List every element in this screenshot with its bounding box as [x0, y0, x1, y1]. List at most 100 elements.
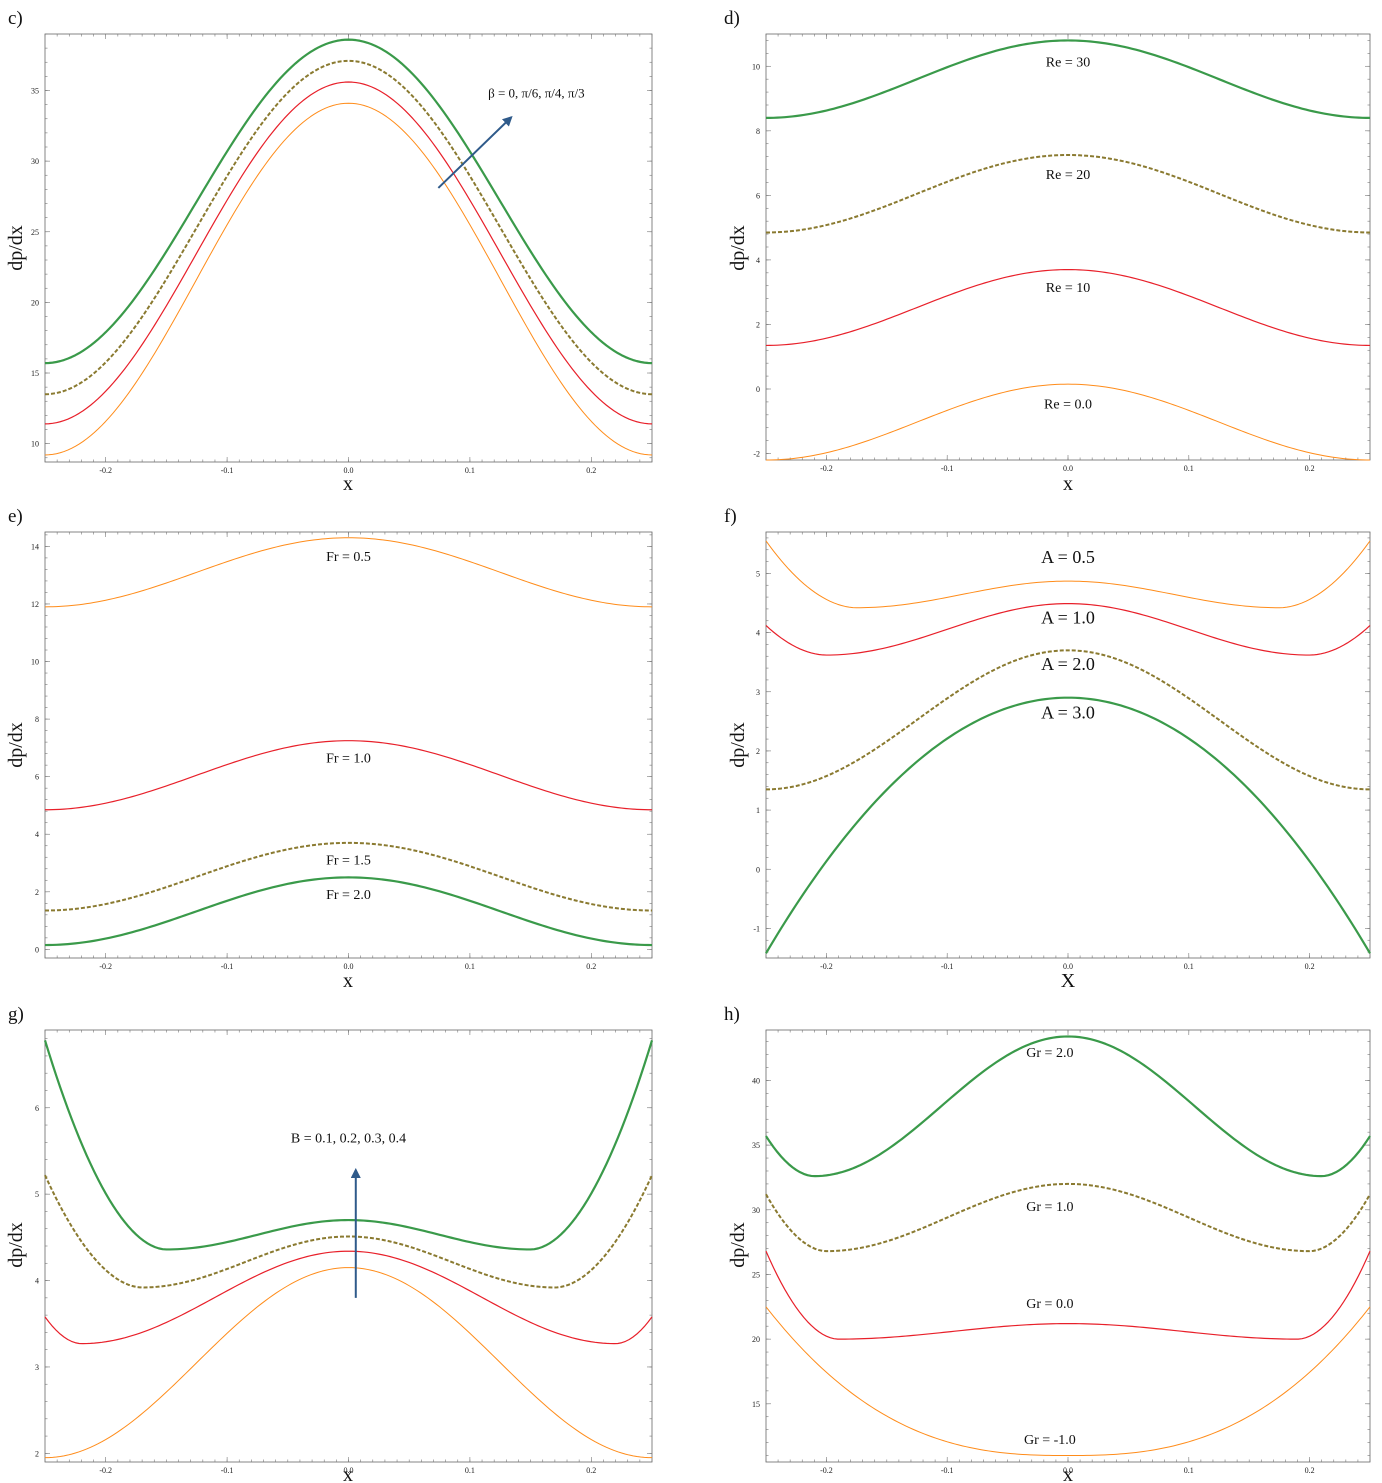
- x-tick-label: 0.1: [465, 1466, 475, 1475]
- x-tick-label: -0.2: [99, 962, 112, 971]
- y-axis-label: dp/dx: [5, 225, 27, 271]
- y-tick-label: 1: [756, 806, 760, 815]
- y-axis-label: dp/dx: [727, 225, 749, 271]
- curve-annotation: B = 0.1, 0.2, 0.3, 0.4: [291, 1131, 406, 1146]
- series-line-olive: [44, 841, 653, 912]
- curve-annotation: Gr = -1.0: [1024, 1433, 1076, 1448]
- chart-panel-3: -0.2 -0.1 0.0 0.1 0.2 0 2 4 6 8 10 12 14 Fr = 0.5 Fr =…: [5, 506, 653, 992]
- x-tick-label: -0.1: [221, 962, 234, 971]
- x-tick-label: 0.1: [465, 962, 475, 971]
- series-line-red: [765, 268, 1371, 347]
- x-tick-label: -0.1: [941, 962, 954, 971]
- y-tick-label: 4: [35, 1277, 39, 1286]
- x-tick-label: 0.1: [1184, 464, 1194, 473]
- y-tick-label: 6: [35, 773, 39, 782]
- chart-panel-5: -0.2 -0.1 0.0 0.1 0.2 2 3 4 5 6 B = 0.1, 0.2, 0.3,…: [5, 1004, 654, 1483]
- series-line-orange: [44, 537, 653, 608]
- x-tick-label: -0.2: [820, 962, 833, 971]
- y-tick-label: 5: [35, 1190, 39, 1199]
- y-tick-label: 25: [31, 228, 39, 237]
- x-tick-label: 0.0: [344, 466, 354, 475]
- x-axis-label: x: [1063, 473, 1073, 495]
- y-tick-label: 8: [756, 127, 760, 136]
- x-tick-label: 0.2: [1305, 962, 1315, 971]
- x-axis-label: x: [1063, 1464, 1073, 1483]
- x-axis-label: x: [343, 970, 353, 992]
- plot-frame: [44, 1029, 653, 1463]
- series-line-orange: [44, 1267, 653, 1459]
- y-tick-label: 8: [35, 715, 39, 724]
- curve-annotation: Fr = 0.5: [326, 550, 371, 565]
- y-tick-label: 2: [35, 888, 39, 897]
- y-axis-label: dp/dx: [727, 1222, 749, 1268]
- y-tick-label: 3: [35, 1363, 39, 1372]
- y-tick-label: 15: [752, 1400, 760, 1409]
- y-tick-label: 2: [35, 1449, 39, 1458]
- x-tick-label: 0.0: [1063, 962, 1073, 971]
- x-tick-label: -0.1: [221, 1466, 234, 1475]
- x-axis-label: x: [343, 473, 353, 495]
- plot-frame: [765, 33, 1371, 461]
- x-tick-label: 0.1: [1184, 962, 1194, 971]
- series-line-olive: [44, 1174, 653, 1289]
- y-tick-label: 30: [31, 157, 39, 166]
- series-line-orange: [765, 383, 1371, 461]
- y-tick-label: 30: [752, 1206, 760, 1215]
- x-tick-label: 0.2: [586, 466, 596, 475]
- curve-annotation: Fr = 1.0: [326, 751, 371, 766]
- curve-annotation: Fr = 2.0: [326, 888, 371, 903]
- y-tick-label: 40: [752, 1076, 760, 1085]
- x-tick-label: -0.2: [820, 464, 833, 473]
- y-tick-label: 0: [756, 865, 760, 874]
- panel-label: d): [724, 8, 740, 29]
- x-tick-label: -0.1: [941, 464, 954, 473]
- y-tick-label: 10: [752, 62, 760, 71]
- panel-label: c): [8, 8, 23, 29]
- y-tick-label: 5: [756, 569, 760, 578]
- series-line-olive: [765, 1182, 1371, 1253]
- y-axis-label: dp/dx: [727, 722, 749, 768]
- panel-label: g): [8, 1004, 24, 1025]
- panel-label: e): [8, 506, 23, 527]
- x-tick-label: -0.2: [99, 466, 112, 475]
- chart-panel-6: -0.2 -0.1 0.0 0.1 0.2 15 20 25 30 35 40 Gr = 2.0 Gr …: [724, 1004, 1371, 1483]
- series-line-olive: [44, 59, 653, 396]
- series-line-green: [44, 876, 653, 947]
- x-tick-label: 0.2: [1305, 464, 1315, 473]
- x-tick-label: -0.2: [820, 1466, 833, 1475]
- curve-annotation: A = 3.0: [1041, 702, 1095, 722]
- x-tick-label: 0.2: [586, 962, 596, 971]
- series-line-olive: [765, 154, 1371, 234]
- series-line-red: [44, 1250, 653, 1345]
- y-tick-label: 35: [31, 87, 39, 96]
- y-tick-label: 20: [752, 1335, 760, 1344]
- x-tick-label: 0.0: [344, 962, 354, 971]
- series-line-green: [765, 1035, 1371, 1178]
- x-tick-label: -0.1: [941, 1466, 954, 1475]
- series-line-red: [44, 81, 653, 425]
- y-tick-label: 12: [31, 600, 39, 609]
- y-tick-label: 25: [752, 1270, 760, 1279]
- y-tick-label: -1: [753, 924, 760, 933]
- arrow-icon: [437, 115, 513, 189]
- x-tick-label: 0.1: [1184, 1466, 1194, 1475]
- series-line-orange: [765, 540, 1371, 609]
- y-tick-label: 14: [31, 542, 39, 551]
- series-line-green: [765, 39, 1371, 120]
- series-line-red: [44, 740, 653, 811]
- plot-frame: [765, 531, 1371, 959]
- y-axis-label: dp/dx: [5, 1222, 27, 1268]
- series-line-orange: [765, 1306, 1371, 1457]
- curve-annotation: Re = 30: [1046, 55, 1090, 70]
- x-axis-label: X: [1061, 970, 1076, 992]
- x-tick-label: 0.0: [1063, 464, 1073, 473]
- x-tick-label: -0.2: [99, 1466, 112, 1475]
- y-tick-label: 15: [31, 369, 39, 378]
- series-line-green: [43, 1040, 654, 1251]
- y-tick-label: 20: [31, 298, 39, 307]
- x-tick-label: 0.2: [586, 1466, 596, 1475]
- y-tick-label: 0: [35, 945, 39, 954]
- curve-annotation: Re = 20: [1046, 168, 1090, 183]
- y-tick-label: 35: [752, 1141, 760, 1150]
- x-axis-label: x: [343, 1464, 353, 1483]
